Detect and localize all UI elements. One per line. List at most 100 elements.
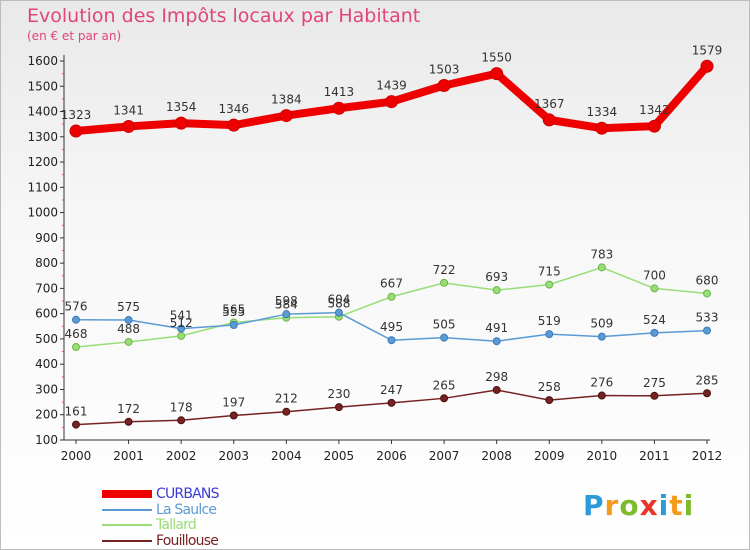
- data-point: [332, 101, 346, 115]
- data-label: 1367: [534, 97, 565, 111]
- data-label: 212: [275, 392, 298, 406]
- data-point: [174, 116, 188, 130]
- legend-swatch: [102, 524, 152, 526]
- data-point: [650, 284, 659, 293]
- data-point: [542, 113, 556, 127]
- legend-label: Tallard: [156, 517, 197, 533]
- data-point: [385, 95, 398, 109]
- data-point: [387, 292, 396, 301]
- data-label: 722: [433, 263, 456, 277]
- data-label: 715: [538, 265, 561, 279]
- data-point: [72, 315, 80, 324]
- data-point: [650, 391, 659, 400]
- logo-letter: i: [658, 489, 670, 522]
- data-label: 555: [222, 305, 245, 319]
- data-label: 276: [590, 376, 613, 390]
- x-tick-label: 2012: [692, 449, 723, 463]
- data-point: [387, 398, 396, 407]
- legend-label: CURBANS: [156, 486, 219, 502]
- data-label: 285: [696, 373, 719, 387]
- data-point: [122, 119, 136, 133]
- y-tick-label: 300: [35, 382, 58, 396]
- x-tick-label: 2000: [61, 449, 92, 463]
- data-label: 584: [275, 298, 298, 312]
- data-label: 230: [327, 387, 350, 401]
- data-point: [595, 121, 609, 135]
- data-point: [227, 118, 241, 132]
- data-point: [387, 336, 396, 345]
- data-point: [545, 396, 554, 405]
- x-tick-label: 2005: [324, 449, 355, 463]
- legend-swatch: [102, 509, 152, 511]
- data-point: [69, 124, 83, 138]
- data-point: [545, 330, 554, 339]
- data-label: 1354: [166, 100, 197, 114]
- legend-item: Fouillouse: [102, 533, 219, 549]
- data-point: [334, 308, 343, 317]
- data-point: [650, 328, 659, 337]
- data-point: [177, 324, 186, 333]
- data-label: 1579: [692, 43, 723, 57]
- y-tick-label: 800: [35, 256, 58, 270]
- data-point: [279, 109, 293, 123]
- data-label: 667: [380, 277, 403, 291]
- logo-letter: i: [683, 489, 695, 522]
- data-point: [72, 420, 80, 429]
- data-point: [490, 67, 504, 81]
- data-label: 247: [380, 383, 403, 397]
- data-label: 1503: [429, 63, 460, 77]
- x-tick-label: 2010: [587, 449, 618, 463]
- data-point: [703, 289, 711, 298]
- data-point: [440, 394, 449, 403]
- x-tick-label: 2011: [639, 449, 670, 463]
- data-label: 298: [485, 370, 508, 384]
- data-label: 1346: [218, 102, 249, 116]
- data-point: [282, 407, 291, 416]
- y-tick-label: 200: [35, 408, 58, 422]
- data-point: [229, 411, 238, 420]
- data-point: [700, 59, 714, 73]
- data-point: [440, 333, 449, 342]
- data-point: [124, 315, 133, 324]
- data-label: 275: [643, 376, 666, 390]
- data-point: [703, 389, 711, 398]
- data-label: 576: [65, 300, 88, 314]
- data-point: [124, 337, 133, 346]
- x-tick-label: 2009: [534, 449, 565, 463]
- y-tick-label: 100: [35, 433, 58, 447]
- data-label: 258: [538, 380, 561, 394]
- x-tick-label: 2008: [481, 449, 512, 463]
- x-tick-label: 2001: [113, 449, 144, 463]
- data-point: [229, 321, 238, 330]
- data-label: 265: [433, 378, 456, 392]
- data-point: [177, 331, 186, 340]
- data-label: 505: [433, 318, 456, 332]
- logo-letter: x: [639, 489, 659, 522]
- data-label: 588: [327, 297, 350, 311]
- data-label: 598: [275, 294, 298, 308]
- data-label: 1439: [376, 79, 407, 93]
- data-point: [597, 263, 606, 272]
- data-point: [282, 310, 291, 319]
- proxiti-logo: Proxiti: [583, 489, 694, 522]
- legend-item: Tallard: [102, 517, 197, 533]
- y-tick-label: 600: [35, 307, 58, 321]
- logo-letter: r: [604, 489, 620, 522]
- data-point: [437, 79, 451, 93]
- data-point: [597, 332, 606, 341]
- data-point: [334, 403, 343, 412]
- x-tick-label: 2002: [166, 449, 197, 463]
- data-point: [492, 286, 501, 295]
- data-label: 197: [222, 395, 245, 409]
- data-label: 575: [117, 300, 140, 314]
- data-point: [492, 385, 501, 394]
- data-point: [545, 280, 554, 289]
- data-label: 680: [696, 273, 719, 287]
- data-point: [703, 326, 711, 335]
- legend-item: La Saulce: [102, 502, 217, 518]
- legend-swatch: [102, 490, 152, 498]
- chart-title: Evolution des Impôts locaux par Habitant: [27, 5, 421, 27]
- data-point: [597, 391, 606, 400]
- y-tick-label: 1400: [27, 105, 58, 119]
